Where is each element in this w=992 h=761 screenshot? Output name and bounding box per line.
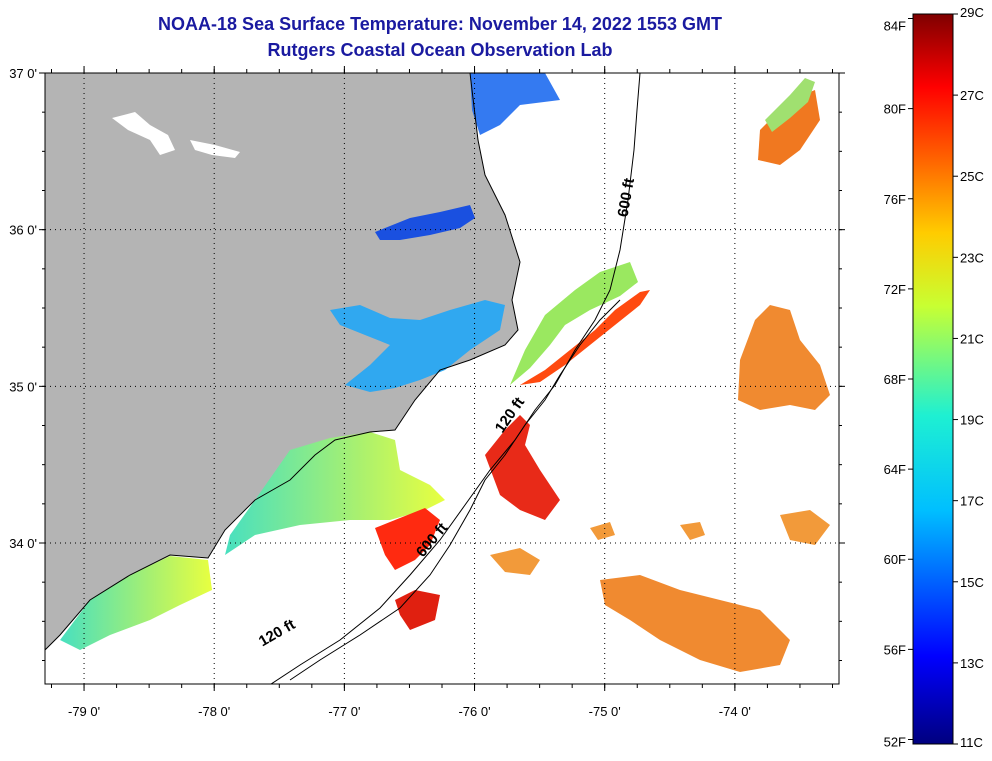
- sst-patch-northeast: [758, 90, 820, 165]
- sst-patch-northeast-green: [765, 78, 815, 132]
- sst-patch-offshore-east: [738, 305, 830, 410]
- lat-tick-label: 37 0': [9, 66, 37, 81]
- land-mass: [45, 73, 520, 650]
- latitude-axis: 37 0' 36 0' 35 0' 34 0': [9, 66, 845, 661]
- sst-patch-southwest: [60, 556, 212, 650]
- colorbar-c-label: 13C: [960, 656, 984, 671]
- albemarle-sound: [375, 205, 475, 240]
- lon-tick-label: -77 0': [328, 704, 360, 719]
- sst-patch-gulfstream-lower: [395, 590, 440, 630]
- isobath-label: 120 ft: [256, 616, 298, 650]
- sst-patch-offshore-south: [490, 510, 830, 575]
- colorbar-fahrenheit-labels: 84F 80F 76F 72F 68F 64F 60F 56F 52F: [884, 18, 913, 749]
- lon-tick-label: -76 0': [458, 704, 490, 719]
- isobath-120ft: [289, 299, 621, 681]
- colorbar-f-label: 76F: [884, 192, 906, 207]
- lat-tick-label: 34 0': [9, 536, 37, 551]
- lon-tick-label: -75 0': [589, 704, 621, 719]
- colorbar-c-label: 27C: [960, 88, 984, 103]
- lat-tick-label: 36 0': [9, 223, 37, 238]
- colorbar-f-label: 52F: [884, 734, 906, 749]
- sst-patch-gulfstream-south: [375, 508, 440, 570]
- colorbar-celsius-labels: 29C 27C 25C 23C 21C 19C 17C 15C 13C 11C: [953, 5, 984, 750]
- colorbar-c-label: 25C: [960, 169, 984, 184]
- colorbar-f-label: 60F: [884, 552, 906, 567]
- graticule: [45, 73, 839, 684]
- lon-tick-label: -74 0': [719, 704, 751, 719]
- isobath-label: 600 ft: [615, 177, 639, 219]
- map-title: NOAA-18 Sea Surface Temperature: Novembe…: [158, 14, 722, 34]
- coastline: [45, 73, 521, 651]
- colorbar: [912, 13, 954, 745]
- isobath-600ft: [270, 73, 641, 684]
- colorbar-f-label: 56F: [884, 642, 906, 657]
- map-subtitle: Rutgers Coastal Ocean Observation Lab: [267, 40, 613, 60]
- lon-tick-label: -79 0': [68, 704, 100, 719]
- sst-patch-nearshore-nc: [225, 432, 445, 555]
- colorbar-f-label: 68F: [884, 372, 906, 387]
- longitude-axis: -79 0' -78 0' -77 0' -76 0' -75 0' -74 0': [51, 66, 833, 719]
- sst-patch-offshore-southeast: [600, 575, 790, 672]
- colorbar-c-label: 23C: [960, 250, 984, 265]
- colorbar-c-label: 17C: [960, 494, 984, 509]
- pamlico-sound: [330, 300, 505, 392]
- colorbar-f-label: 64F: [884, 462, 906, 477]
- colorbar-c-label: 19C: [960, 413, 984, 428]
- sst-patch-gulfstream-mid: [485, 415, 560, 520]
- white-lakes: [112, 112, 240, 158]
- colorbar-c-label: 21C: [960, 331, 984, 346]
- sst-patch-hatteras-warm: [520, 290, 650, 385]
- sst-patch-hatteras-green: [510, 262, 638, 385]
- sst-patch-north-cold: [470, 73, 560, 135]
- colorbar-f-label: 84F: [884, 19, 906, 34]
- colorbar-f-label: 80F: [884, 102, 906, 117]
- colorbar-f-label: 72F: [884, 282, 906, 297]
- colorbar-c-label: 15C: [960, 575, 984, 590]
- lon-tick-label: -78 0': [198, 704, 230, 719]
- colorbar-c-label: 29C: [960, 5, 984, 20]
- lat-tick-label: 35 0': [9, 379, 37, 394]
- colorbar-c-label: 11C: [960, 735, 983, 750]
